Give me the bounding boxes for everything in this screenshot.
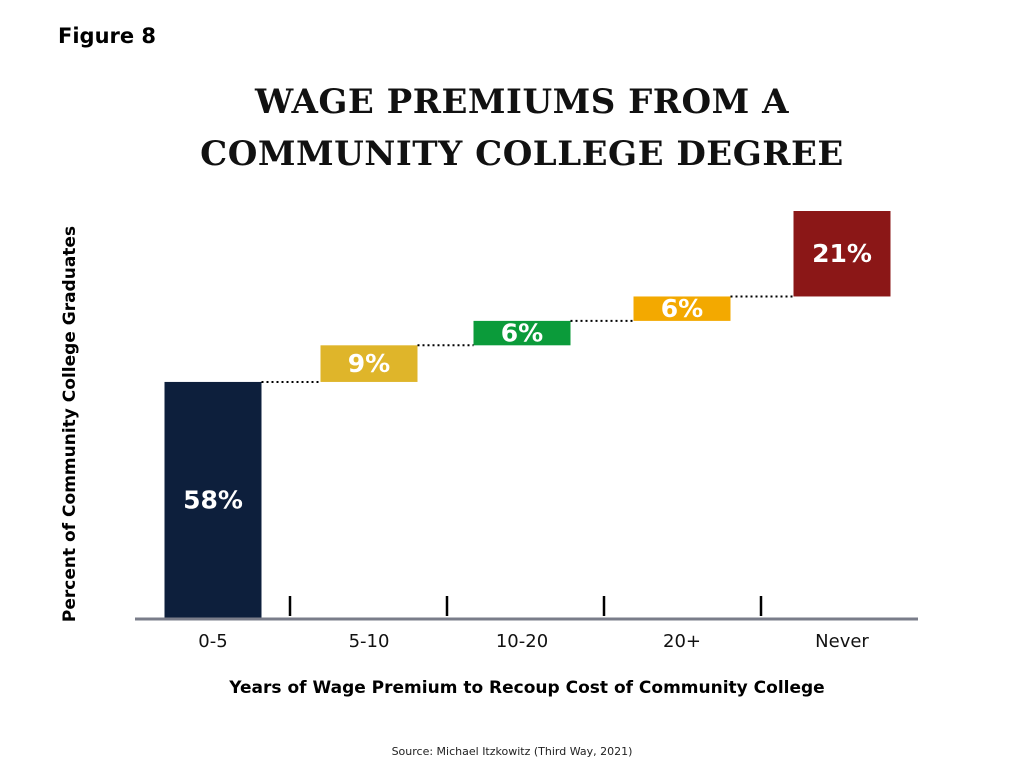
x-axis-ticks	[288, 596, 763, 616]
chart-title-line-1: WAGE PREMIUMS FROM A	[255, 82, 789, 122]
bar-label-3: 6%	[661, 294, 703, 323]
bar-label-2: 6%	[501, 319, 543, 348]
bar-label-0: 58%	[183, 485, 243, 514]
x-axis-tick-labels: 0-5 5-10 10-20 20+ Never	[198, 631, 869, 652]
x-tick-label-4: Never	[815, 631, 869, 652]
bar-4	[793, 211, 891, 297]
bar-0	[164, 381, 262, 618]
chart-title: WAGE PREMIUMS FROM A COMMUNITY COLLEGE D…	[0, 76, 1024, 180]
bar-label-1: 9%	[348, 349, 390, 378]
y-axis-label: Percent of Community College Graduates	[60, 225, 80, 623]
bar-label-4: 21%	[812, 239, 872, 268]
chart-title-line-2: COMMUNITY COLLEGE DEGREE	[200, 134, 844, 174]
bars	[164, 211, 891, 618]
connector-lines	[261, 295, 794, 383]
x-tick-label-3: 20+	[663, 631, 701, 652]
x-tick-label-1: 5-10	[349, 631, 390, 652]
bar-2	[473, 320, 571, 346]
bar-3	[633, 296, 731, 321]
figure-label: Figure 8	[58, 24, 157, 48]
x-axis-label: Years of Wage Premium to Recoup Cost of …	[229, 678, 825, 698]
x-tick-label-2: 10-20	[496, 631, 548, 652]
bar-1	[320, 345, 418, 382]
bar-data-labels: 58% 9% 6% 6% 21%	[183, 239, 872, 514]
x-tick-label-0: 0-5	[198, 631, 227, 652]
source-note: Source: Michael Itzkowitz (Third Way, 20…	[391, 745, 633, 758]
